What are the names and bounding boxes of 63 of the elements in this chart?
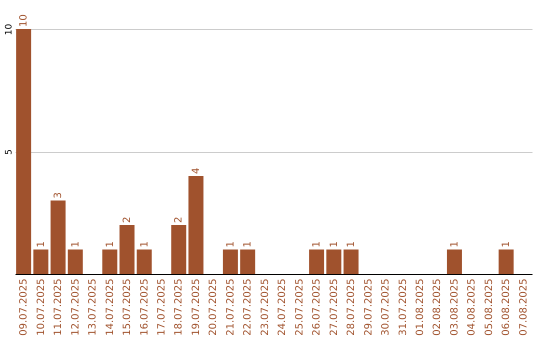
x-tick-label: 19.07.2025 [190, 278, 202, 336]
bar [309, 250, 324, 274]
x-tick-label: 21.07.2025 [225, 278, 236, 336]
bar [498, 250, 514, 274]
bar [171, 225, 186, 274]
x-tick-label: 20.07.2025 [208, 278, 220, 336]
bar [222, 250, 238, 274]
data-label: 1 [501, 241, 512, 248]
x-tick-label: 09.07.2025 [18, 278, 30, 336]
x-tick-label: 29.07.2025 [363, 278, 374, 336]
x-tick-label: 30.07.2025 [380, 278, 392, 336]
x-tick-label: 17.07.2025 [156, 278, 168, 336]
data-label: 10 [18, 14, 30, 27]
data-label: 4 [190, 168, 202, 174]
data-label: 1 [328, 241, 340, 248]
data-label: 2 [122, 216, 134, 223]
data-label: 1 [225, 241, 236, 248]
data-label: 2 [174, 216, 185, 223]
y-tick-label: 5 [4, 149, 14, 155]
x-tick-label: 28.07.2025 [346, 278, 358, 336]
data-label: 1 [346, 241, 358, 248]
x-tick-label: 12.07.2025 [70, 278, 82, 336]
x-tick-label: 23.07.2025 [260, 278, 271, 336]
bar [344, 250, 359, 274]
x-tick-label: 16.07.2025 [139, 278, 150, 336]
x-tick-label: 01.08.2025 [414, 278, 426, 336]
x-tick-label: 13.07.2025 [88, 278, 99, 336]
data-label: 1 [242, 241, 254, 248]
bar [136, 250, 152, 274]
data-label: 1 [449, 241, 460, 248]
x-tick-label: 04.08.2025 [466, 278, 478, 336]
bar [33, 250, 48, 274]
bar [446, 250, 462, 274]
x-tick-label: 15.07.2025 [122, 278, 134, 336]
x-tick-label: 10.07.2025 [36, 278, 47, 336]
bar [188, 176, 204, 274]
bar [68, 250, 83, 274]
data-label: 1 [104, 241, 116, 248]
data-label: 1 [139, 241, 150, 248]
x-tick-label: 24.07.2025 [277, 278, 288, 336]
x-tick-label: 26.07.2025 [312, 278, 323, 336]
x-tick-label: 18.07.2025 [174, 278, 185, 336]
x-tick-label: 14.07.2025 [104, 278, 116, 336]
x-tick-label: 07.08.2025 [518, 278, 530, 336]
bar [50, 200, 66, 274]
data-label: 1 [70, 241, 82, 248]
bar [102, 250, 118, 274]
x-tick-label: 11.07.2025 [53, 278, 64, 336]
x-tick-label: 27.07.2025 [328, 278, 340, 336]
bar [326, 250, 342, 274]
bar [120, 225, 135, 274]
x-tick-label: 22.07.2025 [242, 278, 254, 336]
x-tick-label: 05.08.2025 [484, 278, 495, 336]
bar [240, 250, 256, 274]
x-tick-label: 06.08.2025 [501, 278, 512, 336]
x-tick-label: 31.07.2025 [398, 278, 409, 336]
x-tick-label: 25.07.2025 [294, 278, 306, 336]
data-label: 1 [36, 241, 47, 248]
x-tick-label: 03.08.2025 [449, 278, 460, 336]
data-label: 3 [53, 192, 64, 198]
bar [16, 29, 32, 274]
data-label: 1 [312, 241, 323, 248]
x-tick-label: 02.08.2025 [432, 278, 444, 336]
